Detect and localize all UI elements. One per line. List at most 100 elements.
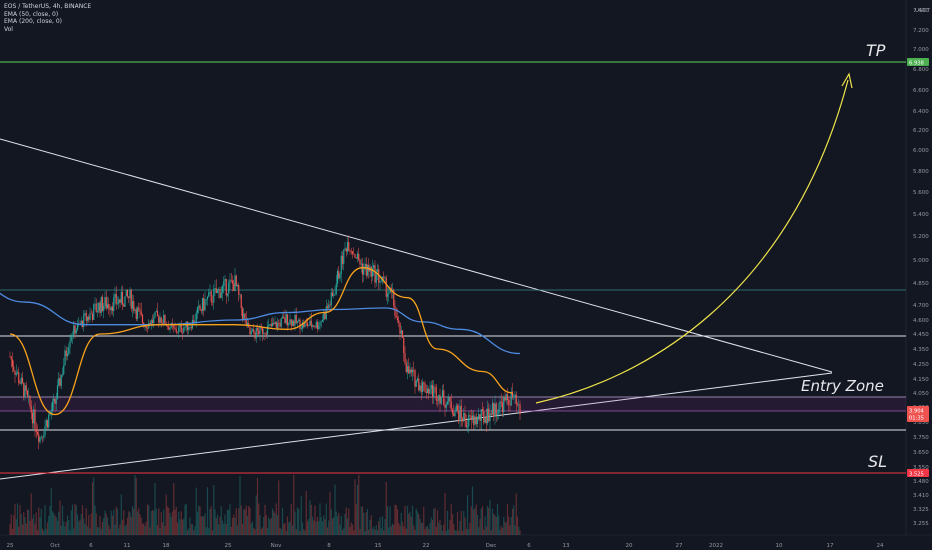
candle-body[interactable] (163, 315, 165, 324)
candle-body[interactable] (46, 420, 49, 428)
entry-zone-annotation[interactable]: Entry Zone (801, 377, 884, 395)
candle-body[interactable] (438, 394, 440, 401)
candle-body[interactable] (225, 279, 227, 296)
candle-body[interactable] (496, 413, 499, 415)
projection-curve[interactable] (535, 79, 849, 404)
candle-body[interactable] (34, 409, 36, 429)
candle-body[interactable] (154, 311, 156, 318)
candle-body[interactable] (466, 425, 469, 428)
candle-body[interactable] (114, 293, 116, 298)
sl-price-tag[interactable]: 3.525 (907, 469, 929, 478)
candle-body[interactable] (174, 327, 176, 330)
candle-body[interactable] (353, 253, 355, 255)
candle-body[interactable] (120, 291, 122, 303)
candle-body[interactable] (224, 279, 226, 282)
candle-body[interactable] (431, 384, 434, 397)
candle-body[interactable] (345, 248, 347, 252)
candle-body[interactable] (111, 306, 114, 311)
candle-body[interactable] (441, 390, 444, 398)
candle-body[interactable] (429, 389, 431, 394)
candle-body[interactable] (35, 428, 37, 432)
candle-body[interactable] (446, 401, 449, 405)
candle-body[interactable] (411, 370, 414, 373)
sl-annotation[interactable]: SL (868, 452, 887, 471)
candle-body[interactable] (423, 382, 425, 384)
candle-body[interactable] (110, 306, 112, 311)
candle-body[interactable] (133, 301, 135, 311)
candle-body[interactable] (73, 325, 75, 336)
candle-body[interactable] (170, 323, 172, 328)
candle-body[interactable] (14, 370, 16, 375)
candle-body[interactable] (305, 322, 307, 323)
candle-body[interactable] (161, 323, 164, 324)
candle-body[interactable] (55, 399, 57, 404)
candle-body[interactable] (138, 307, 140, 310)
candle-body[interactable] (184, 326, 186, 329)
candle-body[interactable] (109, 308, 111, 311)
candle-body[interactable] (26, 390, 29, 396)
candle-body[interactable] (121, 291, 124, 305)
entry-zone-box[interactable] (0, 397, 906, 411)
candle-body[interactable] (448, 396, 450, 402)
candle-body[interactable] (229, 279, 231, 283)
candle-body[interactable] (288, 323, 290, 326)
candle-body[interactable] (210, 291, 212, 302)
candle-body[interactable] (419, 385, 421, 391)
candle-body[interactable] (350, 251, 352, 252)
candle-body[interactable] (265, 333, 267, 335)
candle-body[interactable] (263, 333, 265, 334)
candle-body[interactable] (199, 305, 201, 311)
candle-body[interactable] (293, 320, 295, 326)
candle-body[interactable] (11, 359, 14, 367)
ema50-line[interactable] (9, 267, 513, 416)
candle-body[interactable] (118, 299, 120, 304)
candle-body[interactable] (10, 356, 12, 360)
candle-body[interactable] (80, 320, 82, 325)
candle-body[interactable] (25, 385, 27, 391)
ascending-trendline[interactable] (0, 372, 833, 480)
candle-body[interactable] (243, 313, 245, 319)
candle-body[interactable] (64, 350, 66, 366)
candle-body[interactable] (399, 322, 401, 334)
candle-body[interactable] (165, 324, 167, 327)
candle-body[interactable] (401, 330, 404, 338)
candle-body[interactable] (489, 413, 491, 422)
candle-body[interactable] (264, 333, 266, 334)
candle-body[interactable] (274, 321, 276, 325)
candle-body[interactable] (233, 283, 235, 291)
candle-body[interactable] (428, 388, 430, 394)
candle-body[interactable] (240, 294, 242, 309)
candle-body[interactable] (58, 378, 60, 386)
candle-body[interactable] (499, 401, 501, 410)
candle-body[interactable] (75, 329, 77, 334)
candle-body[interactable] (394, 306, 396, 316)
candle-body[interactable] (339, 273, 341, 279)
candle-body[interactable] (144, 326, 146, 328)
candle-body[interactable] (314, 326, 316, 328)
candle-body[interactable] (405, 363, 407, 373)
candle-body[interactable] (61, 374, 64, 375)
candle-body[interactable] (231, 280, 234, 284)
candle-body[interactable] (99, 302, 101, 313)
candle-body[interactable] (421, 382, 424, 392)
candle-body[interactable] (145, 326, 147, 328)
candle-body[interactable] (256, 328, 259, 331)
candle-body[interactable] (176, 332, 179, 334)
candle-body[interactable] (374, 265, 376, 283)
candle-body[interactable] (434, 386, 436, 388)
candle-body[interactable] (270, 323, 272, 327)
candle-body[interactable] (336, 271, 339, 284)
candle-body[interactable] (178, 327, 180, 333)
candle-body[interactable] (406, 366, 409, 373)
candle-body[interactable] (380, 281, 382, 282)
candle-body[interactable] (493, 403, 495, 417)
candle-body[interactable] (383, 276, 385, 279)
candle-body[interactable] (453, 413, 455, 417)
candle-body[interactable] (279, 323, 281, 327)
candle-body[interactable] (516, 404, 519, 405)
candle-body[interactable] (44, 426, 46, 436)
candle-body[interactable] (56, 385, 59, 400)
candle-body[interactable] (455, 405, 457, 412)
candle-body[interactable] (70, 336, 72, 341)
